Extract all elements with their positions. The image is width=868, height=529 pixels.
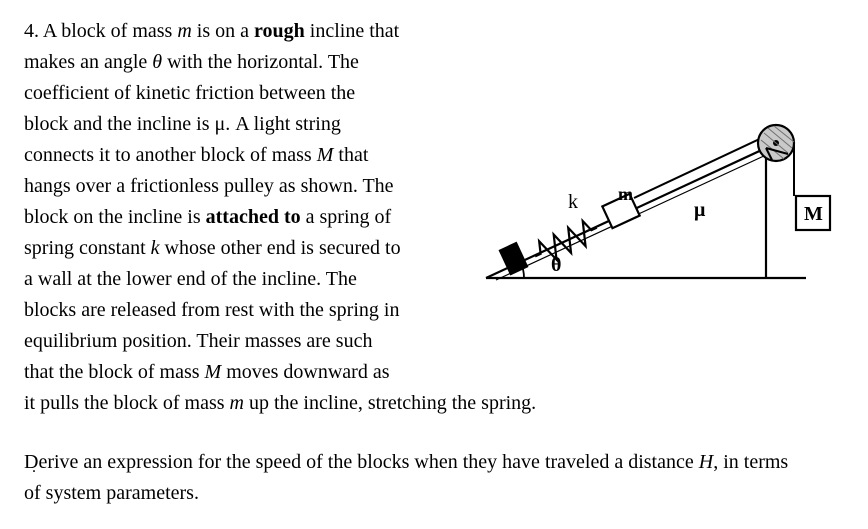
problem-line-1: 4. A block of mass m is on a rough incli… (24, 16, 454, 47)
problem-line-7: block on the incline is attached to a sp… (24, 202, 454, 233)
t: whose other end is secured to (160, 237, 401, 259)
problem-container: 4. A block of mass m is on a rough incli… (24, 16, 844, 509)
problem-line-11: equilibrium position. Their masses are s… (24, 326, 454, 357)
t: block on the incline is (24, 206, 206, 228)
t: is on a (192, 20, 254, 42)
incline-diagram: θ k m (456, 108, 836, 298)
t: connects it to another block of mass (24, 144, 317, 166)
prompt-line-1: Derive an expression for the speed of th… (24, 447, 844, 478)
t: Derive an expression for the speed of th… (24, 451, 699, 473)
t: A block of mass (43, 20, 177, 42)
t: up the incline, stretching the spring. (244, 392, 536, 414)
t: a spring of (301, 206, 392, 228)
label-M: M (804, 203, 823, 225)
var-H: H (699, 451, 713, 473)
var-M: M (205, 361, 222, 383)
t: that (333, 144, 368, 166)
problem-line-13: it pulls the block of mass m up the incl… (24, 388, 844, 419)
t: with the horizontal. The (162, 51, 359, 73)
problem-line-12: that the block of mass M moves downward … (24, 357, 454, 388)
t: block and the incline is (24, 113, 215, 135)
problem-text-narrow: 4. A block of mass m is on a rough incli… (24, 16, 454, 388)
t: of system parameters. (24, 482, 199, 504)
t: hangs over a frictionless pulley as show… (24, 175, 394, 197)
t: . A light string (225, 113, 341, 135)
var-m: m (230, 392, 244, 414)
stray-dot: . (32, 456, 36, 481)
label-k: k (568, 191, 578, 213)
t: incline that (305, 20, 399, 42)
t: coefficient of kinetic friction between … (24, 82, 355, 104)
var-k: k (151, 237, 160, 259)
var-M: M (317, 144, 334, 166)
word-attached: attached to (206, 206, 301, 228)
t: equilibrium position. Their masses are s… (24, 330, 372, 352)
var-theta: θ (152, 51, 162, 73)
prompt-line-2: of system parameters. (24, 478, 844, 509)
t: that the block of mass (24, 361, 205, 383)
prompt-text: Derive an expression for the speed of th… (24, 447, 844, 509)
t: a wall at the lower end of the incline. … (24, 268, 357, 290)
t: moves downward as (221, 361, 389, 383)
t: blocks are released from rest with the s… (24, 299, 399, 321)
problem-line-5: connects it to another block of mass M t… (24, 140, 454, 171)
problem-line-10: blocks are released from rest with the s… (24, 295, 454, 326)
problem-line-3: coefficient of kinetic friction between … (24, 78, 454, 109)
label-m: m (618, 184, 633, 204)
t: , in terms (713, 451, 788, 473)
problem-line-2: makes an angle θ with the horizontal. Th… (24, 47, 454, 78)
var-m: m (177, 20, 191, 42)
t: it pulls the block of mass (24, 392, 230, 414)
string-incline (634, 135, 768, 198)
t: makes an angle (24, 51, 152, 73)
problem-line-4: block and the incline is μ. A light stri… (24, 109, 454, 140)
var-mu: μ (215, 113, 226, 135)
t: spring constant (24, 237, 151, 259)
problem-line-8: spring constant k whose other end is sec… (24, 233, 454, 264)
problem-line-6: hangs over a frictionless pulley as show… (24, 171, 454, 202)
label-mu: μ (694, 199, 706, 221)
problem-line-9: a wall at the lower end of the incline. … (24, 264, 454, 295)
word-rough: rough (254, 20, 305, 42)
problem-number: 4. (24, 20, 39, 42)
